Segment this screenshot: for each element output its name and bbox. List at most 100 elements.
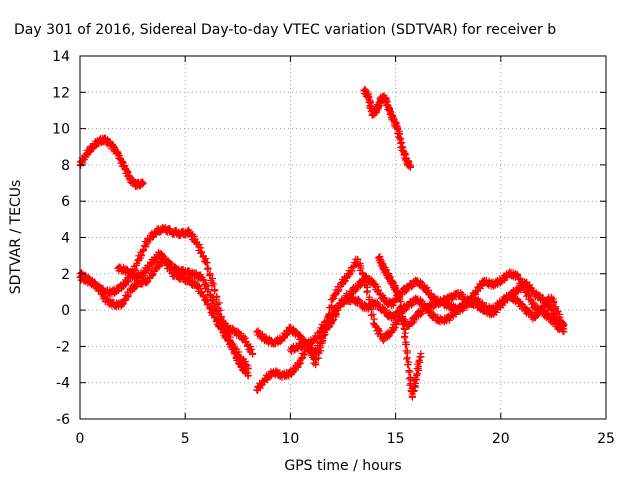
data-point xyxy=(211,287,219,295)
data-point xyxy=(137,251,145,259)
x-tick-label: 20 xyxy=(492,431,510,447)
data-point xyxy=(547,305,555,313)
data-point xyxy=(388,278,396,286)
data-point xyxy=(328,302,336,310)
data-point xyxy=(316,329,324,337)
data-point xyxy=(374,286,382,294)
y-tick-label: 12 xyxy=(52,85,70,101)
x-axis-label: GPS time / hours xyxy=(284,458,401,474)
y-tick-label: 0 xyxy=(61,303,70,319)
data-point xyxy=(229,344,237,352)
data-point xyxy=(139,179,147,187)
data-point xyxy=(139,247,147,255)
data-point xyxy=(138,181,146,189)
data-point xyxy=(398,314,406,322)
data-point xyxy=(527,295,535,303)
y-tick-label: 10 xyxy=(52,122,70,138)
data-point xyxy=(385,272,393,280)
data-point xyxy=(369,310,377,318)
data-point xyxy=(397,298,405,306)
data-point xyxy=(288,369,296,377)
data-point xyxy=(405,374,413,382)
x-tick-label: 10 xyxy=(281,431,299,447)
data-points xyxy=(76,85,568,401)
data-point xyxy=(349,264,357,272)
chart-title: Day 301 of 2016, Sidereal Day-to-day VTE… xyxy=(14,22,556,38)
y-tick-label: 8 xyxy=(61,158,70,174)
y-tick-label: 14 xyxy=(52,49,70,65)
x-tick-label: 15 xyxy=(387,431,405,447)
data-point xyxy=(323,318,331,326)
data-point xyxy=(348,267,356,275)
data-point xyxy=(191,235,199,243)
data-point xyxy=(415,358,423,366)
data-point xyxy=(318,338,326,346)
data-point xyxy=(417,350,425,358)
data-point xyxy=(198,288,206,296)
data-point xyxy=(365,296,373,304)
data-point xyxy=(120,161,128,169)
data-point xyxy=(149,258,157,266)
data-point xyxy=(328,295,336,303)
data-point xyxy=(307,349,315,357)
data-point xyxy=(131,265,139,273)
data-point xyxy=(513,271,521,279)
data-point xyxy=(203,259,211,267)
data-point xyxy=(397,308,405,316)
x-tick-label: 0 xyxy=(76,431,85,447)
axis-ticks xyxy=(79,55,607,420)
data-point xyxy=(363,287,371,295)
data-point xyxy=(343,274,351,282)
y-tick-label: -4 xyxy=(56,376,70,392)
series-track-8 xyxy=(286,255,564,369)
data-point xyxy=(316,344,324,352)
data-point xyxy=(550,298,558,306)
y-tick-label: 6 xyxy=(61,194,70,210)
data-point xyxy=(296,359,304,367)
x-tick-label: 5 xyxy=(181,431,190,447)
series-track-2 xyxy=(360,85,415,171)
data-point xyxy=(409,387,417,395)
data-point xyxy=(322,325,330,333)
data-point xyxy=(412,375,420,383)
data-point xyxy=(132,261,140,269)
data-point xyxy=(204,286,212,294)
data-point xyxy=(210,280,218,288)
data-point xyxy=(403,354,411,362)
data-point xyxy=(401,329,409,337)
data-point xyxy=(248,345,256,353)
series-track-4 xyxy=(76,255,252,380)
data-point xyxy=(400,325,408,333)
data-point xyxy=(198,248,206,256)
data-point xyxy=(244,371,252,379)
x-tick-label: 25 xyxy=(597,431,615,447)
data-point xyxy=(552,316,560,324)
data-point xyxy=(404,361,412,369)
data-point xyxy=(325,310,333,318)
data-point xyxy=(211,302,219,310)
plot-frame xyxy=(79,55,607,420)
data-point xyxy=(402,340,410,348)
data-point xyxy=(411,316,419,324)
grid-lines xyxy=(80,56,606,419)
data-point xyxy=(312,361,320,369)
data-point xyxy=(327,320,335,328)
data-point xyxy=(118,301,126,309)
series-track-9 xyxy=(375,252,425,401)
data-point xyxy=(395,292,403,300)
data-point xyxy=(249,350,257,358)
data-point xyxy=(367,305,375,313)
data-point xyxy=(554,319,562,327)
y-tick-label: 2 xyxy=(61,267,70,283)
data-point xyxy=(204,265,212,273)
data-point xyxy=(143,266,151,274)
data-point xyxy=(210,297,218,305)
data-point xyxy=(556,324,564,332)
y-tick-labels: -6 -4 -2 0 2 4 6 8 10 12 14 xyxy=(52,49,70,428)
data-point xyxy=(560,328,568,336)
data-point xyxy=(424,305,432,313)
data-point xyxy=(406,163,414,171)
data-point xyxy=(321,331,329,339)
data-point xyxy=(358,270,366,278)
